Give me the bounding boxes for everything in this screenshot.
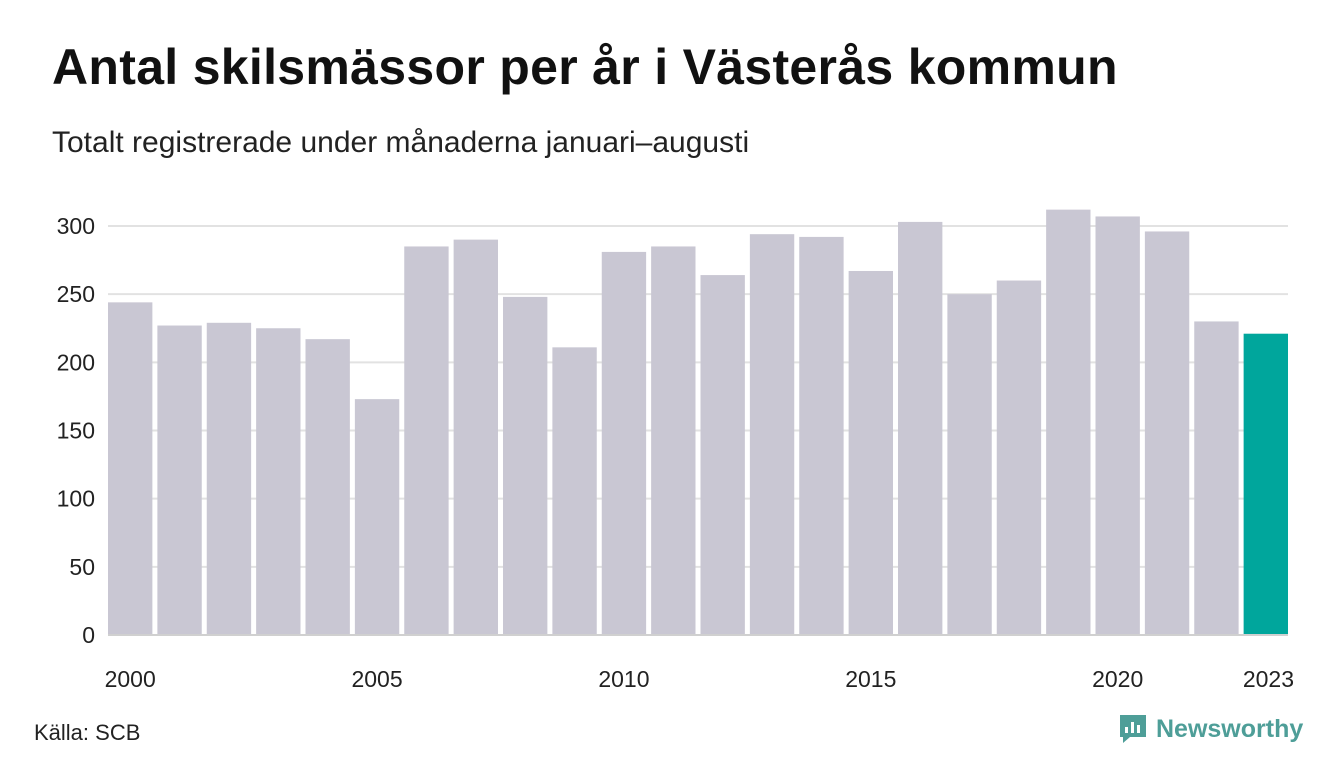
bar: [206, 322, 252, 635]
bar: [1194, 321, 1239, 635]
y-tick-label: 250: [57, 281, 95, 307]
bar: [651, 246, 696, 635]
x-tick-label: 2000: [105, 666, 156, 692]
x-tick-label: 2023: [1243, 666, 1294, 692]
bar: [601, 251, 647, 636]
bar: [799, 236, 844, 635]
bar: [749, 234, 795, 635]
bar: [552, 347, 597, 635]
bar: [1144, 231, 1190, 635]
chart-title: Antal skilsmässor per år i Västerås komm…: [52, 39, 1118, 95]
chart-subtitle: Totalt registrerade under månaderna janu…: [52, 126, 750, 159]
bar: [503, 296, 548, 635]
y-tick-label: 50: [69, 554, 95, 580]
bar: [305, 339, 350, 635]
y-tick-label: 200: [57, 349, 95, 375]
bar: [947, 294, 992, 635]
x-tick-label: 2005: [351, 666, 402, 692]
bar: [700, 275, 745, 635]
brand-name: Newsworthy: [1156, 714, 1304, 743]
bar: [157, 325, 202, 635]
grid-lines: [108, 225, 1288, 568]
y-tick-label: 0: [82, 622, 95, 648]
source-note: Källa: SCB: [34, 720, 141, 745]
x-tick-label: 2020: [1092, 666, 1143, 692]
bar: [1243, 333, 1288, 635]
x-tick-label: 2015: [845, 666, 896, 692]
bar: [1046, 209, 1091, 635]
y-tick-label: 300: [57, 213, 95, 239]
bar: [256, 328, 301, 635]
newsworthy-logo-icon: [1120, 715, 1146, 743]
bar: [404, 246, 449, 635]
bar: [996, 280, 1042, 635]
brand-logo: Newsworthy: [1118, 713, 1303, 745]
bar: [354, 399, 400, 635]
y-tick-label: 150: [57, 418, 95, 444]
y-tick-label: 100: [57, 486, 95, 512]
x-axis-ticks: 2000 2005 2010 2015 2020 2023: [105, 666, 1294, 692]
bar: [898, 221, 943, 635]
bars: [108, 209, 1288, 636]
y-axis-ticks: 0 50 100 150 200 250 300: [57, 213, 95, 648]
bar: [453, 239, 498, 635]
bar: [1095, 216, 1140, 635]
x-tick-label: 2010: [598, 666, 649, 692]
bar: [108, 302, 153, 635]
bar: [848, 270, 893, 635]
